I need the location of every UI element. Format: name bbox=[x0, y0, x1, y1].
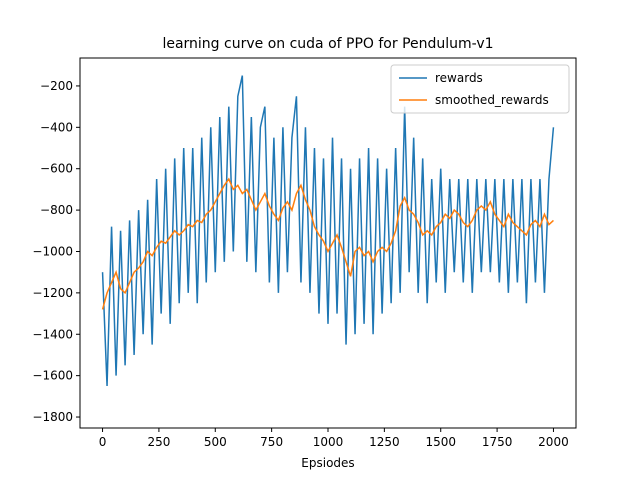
x-tick-label: 0 bbox=[99, 435, 107, 449]
y-tick-label: −400 bbox=[40, 120, 73, 134]
y-tick-label: −600 bbox=[40, 162, 73, 176]
y-tick-label: −1800 bbox=[32, 410, 73, 424]
x-axis-label: Epsiodes bbox=[301, 456, 354, 470]
chart-title: learning curve on cuda of PPO for Pendul… bbox=[162, 36, 493, 52]
legend: rewards smoothed_rewards bbox=[390, 64, 570, 114]
plot-frame bbox=[79, 57, 577, 429]
y-tick-label: −1600 bbox=[32, 369, 73, 383]
legend-label: rewards bbox=[435, 71, 483, 85]
x-tick-label: 2000 bbox=[538, 435, 569, 449]
x-tick-label: 1250 bbox=[369, 435, 400, 449]
y-tick-label: −1000 bbox=[32, 244, 73, 258]
legend-label: smoothed_rewards bbox=[435, 93, 549, 107]
x-tick-label: 250 bbox=[147, 435, 170, 449]
x-tick-label: 1750 bbox=[482, 435, 513, 449]
series-line bbox=[101, 75, 555, 387]
x-tick-label: 500 bbox=[204, 435, 227, 449]
legend-box bbox=[390, 64, 570, 114]
x-tick-label: 750 bbox=[260, 435, 283, 449]
x-tick-label: 1000 bbox=[313, 435, 344, 449]
y-tick-label: −200 bbox=[40, 79, 73, 93]
x-tick-label: 1500 bbox=[425, 435, 456, 449]
y-tick-label: −1400 bbox=[32, 327, 73, 341]
y-tick-label: −800 bbox=[40, 203, 73, 217]
series-line bbox=[101, 177, 554, 310]
y-tick-label: −1200 bbox=[32, 286, 73, 300]
